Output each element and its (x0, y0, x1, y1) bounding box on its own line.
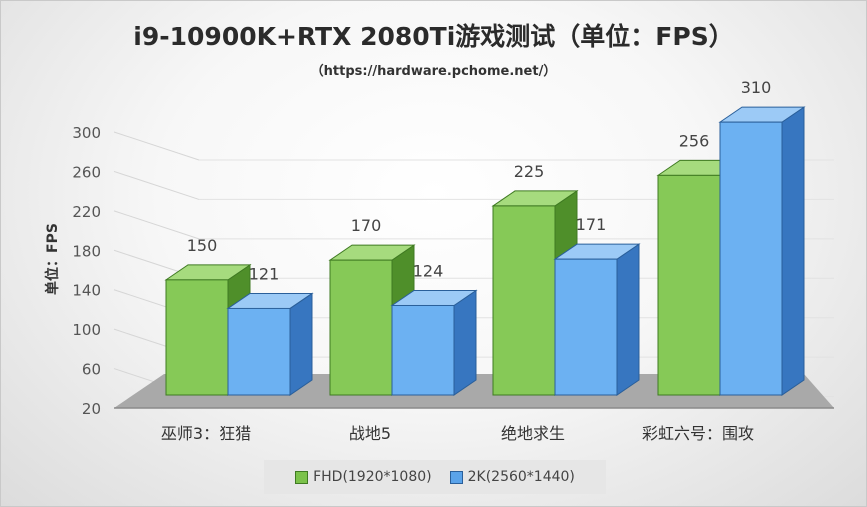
data-label: 121 (249, 264, 280, 283)
x-tick-label: 巫师3：狂猎 (161, 424, 251, 443)
bar-2k-0 (226, 292, 314, 396)
legend-item-2k: 2K(2560*1440) (449, 469, 575, 485)
y-tick-label: 100 (72, 321, 101, 339)
data-label: 225 (514, 162, 545, 181)
y-axis-label: 单位：FPS (44, 223, 61, 295)
legend-item-fhd: FHD(1920*1080) (295, 469, 432, 485)
legend-swatch-2k (449, 470, 463, 484)
y-tick-label: 140 (72, 282, 101, 300)
bar-2k-2 (553, 243, 641, 396)
chart-subtitle: （https://hardware.pchome.net/） (310, 64, 557, 79)
data-label: 170 (351, 216, 382, 235)
plot-area: 20 60 100 140 180 220 260 300 150 121 170 124 225 17… (44, 78, 834, 443)
legend-swatch-fhd (295, 470, 309, 484)
data-label: 310 (741, 78, 772, 97)
y-tick-label: 60 (82, 361, 101, 379)
gridline-diagonal (113, 131, 200, 161)
data-label: 124 (413, 261, 444, 280)
data-label: 256 (679, 131, 710, 150)
x-tick-label: 彩虹六号：围攻 (642, 424, 754, 443)
bar-2k-3 (718, 106, 806, 396)
x-tick-label: 绝地求生 (501, 424, 565, 443)
bars (164, 106, 806, 396)
chart-title: i9-10900K+RTX 2080Ti游戏测试（单位：FPS） (133, 22, 734, 51)
data-label: 171 (576, 215, 607, 234)
gridline-diagonal (113, 170, 200, 200)
y-tick-label: 20 (82, 400, 101, 418)
legend-label-2k: 2K(2560*1440) (467, 469, 575, 485)
legend: FHD(1920*1080) 2K(2560*1440) (264, 460, 606, 494)
x-ticks: 巫师3：狂猎 战地5 绝地求生 彩虹六号：围攻 (161, 424, 754, 443)
y-tick-label: 260 (72, 163, 101, 181)
gridline-diagonal (113, 210, 200, 240)
data-label: 150 (187, 236, 218, 255)
bar-2k-1 (390, 289, 478, 396)
data-labels: 150 121 170 124 225 171 256 310 (187, 78, 772, 283)
y-ticks: 20 60 100 140 180 220 260 300 (72, 124, 101, 418)
legend-label-fhd: FHD(1920*1080) (313, 469, 432, 485)
y-tick-label: 300 (72, 124, 101, 142)
y-tick-label: 180 (72, 242, 101, 260)
y-tick-label: 220 (72, 203, 101, 221)
x-tick-label: 战地5 (349, 424, 391, 443)
